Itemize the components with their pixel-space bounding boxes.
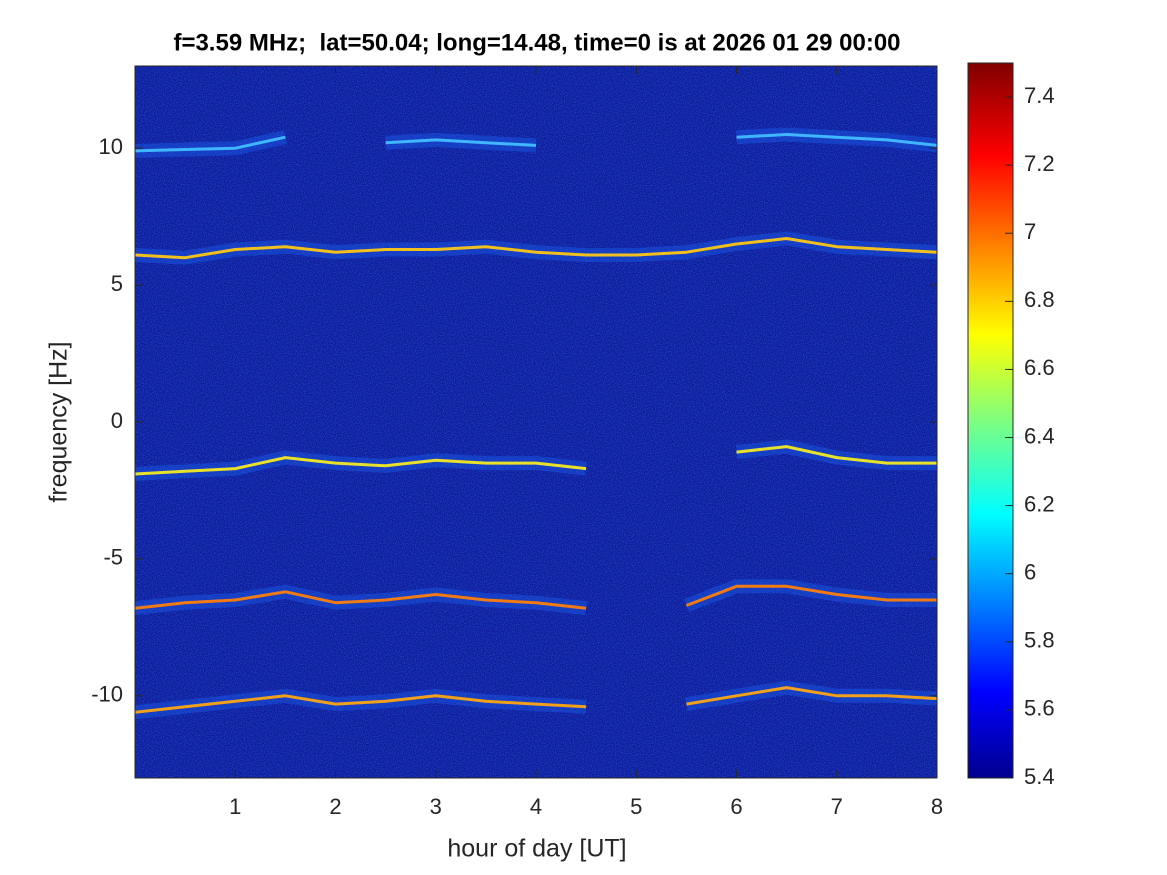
- x-tick-label: 1: [229, 794, 241, 819]
- x-tick-label: 5: [630, 794, 642, 819]
- y-tick-label: -5: [103, 545, 123, 570]
- y-tick-label: 10: [99, 134, 123, 159]
- x-tick-label: 2: [329, 794, 341, 819]
- echo-trace: [135, 133, 937, 153]
- traces: [135, 127, 937, 720]
- colorbar-tick-label: 6.4: [1024, 423, 1055, 448]
- colorbar-tick-label: 6.8: [1024, 287, 1055, 312]
- colorbar-tick-label: 6.2: [1024, 491, 1055, 516]
- colorbar-tick-label: 7: [1024, 219, 1036, 244]
- x-tick-label: 7: [831, 794, 843, 819]
- colorbar: [967, 62, 1014, 779]
- echo-trace: [135, 584, 937, 610]
- x-tick-label: 4: [530, 794, 542, 819]
- colorbar-tick-label: 5.4: [1024, 764, 1055, 789]
- colorbar-tick-label: 5.8: [1024, 628, 1055, 653]
- echo-trace: [135, 686, 937, 714]
- echo-trace: [135, 445, 937, 476]
- x-axis-label: hour of day [UT]: [447, 835, 626, 863]
- y-tick-label: -10: [91, 682, 123, 707]
- y-tick-label: 0: [111, 408, 123, 433]
- y-axis-label: frequency [Hz]: [45, 341, 73, 502]
- colorbar-tick-label: 5.6: [1024, 696, 1055, 721]
- colorbar-tick-label: 7.2: [1024, 151, 1055, 176]
- echo-trace: [135, 237, 937, 260]
- y-tick-label: 5: [111, 271, 123, 296]
- x-tick-label: 3: [430, 794, 442, 819]
- colorbar-tick-label: 7.4: [1024, 83, 1055, 108]
- colorbar-tick-label: 6.6: [1024, 355, 1055, 380]
- x-tick-label: 6: [730, 794, 742, 819]
- x-tick-label: 8: [931, 794, 943, 819]
- noise-texture: [135, 66, 937, 778]
- chart-title: f=3.59 MHz; lat=50.04; long=14.48, time=…: [173, 29, 900, 56]
- colorbar-tick-label: 6: [1024, 560, 1036, 585]
